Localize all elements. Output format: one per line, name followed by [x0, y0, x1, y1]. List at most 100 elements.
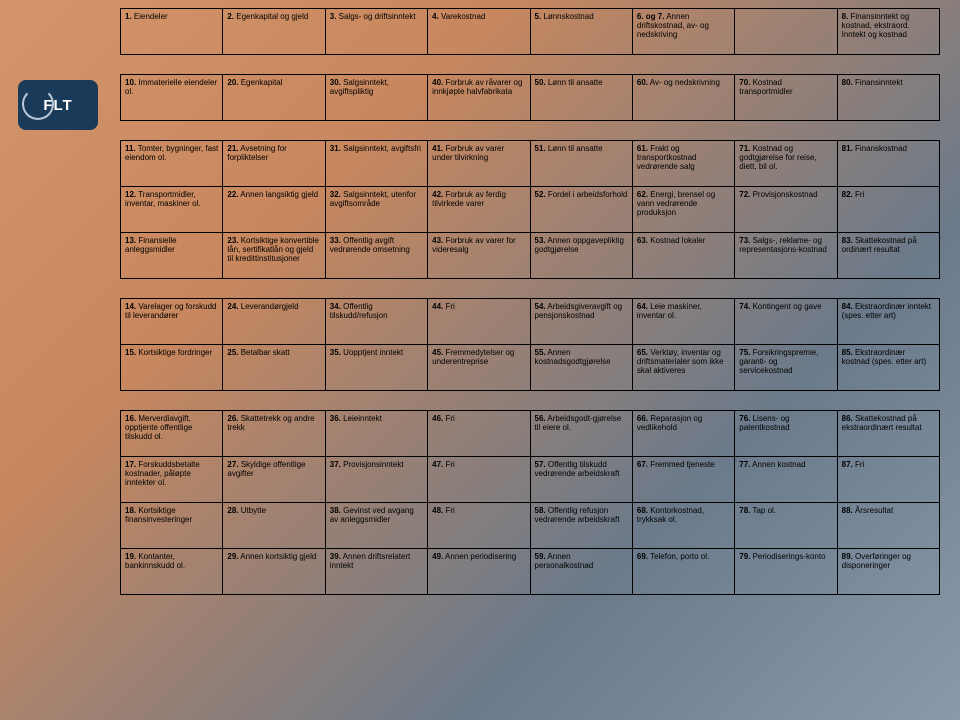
- table-cell: 30. Salgsinntekt, avgiftspliktig: [325, 75, 427, 121]
- table-cell: 27. Skyldige offentlige avgifter: [223, 457, 325, 503]
- table-cell: 77. Annen kostnad: [735, 457, 837, 503]
- table-cell: 68. Kontorkostnad, trykksak ol.: [632, 503, 734, 549]
- table-cell: 24. Leverandørgjeld: [223, 299, 325, 345]
- table-cell: 22. Annen langsiktig gjeld: [223, 187, 325, 233]
- table-cell: 6. og 7. Annen driftskostnad, av- og ned…: [632, 9, 734, 55]
- table-cell: 55. Annen kostnadsgodtgjørelse: [530, 345, 632, 391]
- table-cell: 1. Eiendeler: [121, 9, 223, 55]
- table-cell: 46. Fri: [428, 411, 530, 457]
- table-cell: 54. Arbeidsgiveravgift og pensjonskostna…: [530, 299, 632, 345]
- table-cell: 36. Leieinntekt: [325, 411, 427, 457]
- table-cell: 79. Periodiserings-konto: [735, 549, 837, 595]
- table-cell: 85. Ekstraordinær kostnad (spes. etter a…: [837, 345, 939, 391]
- table-cell: 73. Salgs-, reklame- og representasjons-…: [735, 233, 837, 279]
- table-cell: 76. Lisens- og patentkostnad: [735, 411, 837, 457]
- table-row: 13. Finansielle anleggsmidler23. Kortsik…: [121, 233, 940, 279]
- table-row: 17. Forskuddsbetalte kostnader, påløpte …: [121, 457, 940, 503]
- table-cell: 51. Lønn til ansatte: [530, 141, 632, 187]
- table-cell: 43. Forbruk av varer for videresalg: [428, 233, 530, 279]
- table-cell: 80. Finansinntekt: [837, 75, 939, 121]
- table-cell: 41. Forbruk av varer under tilvirkning: [428, 141, 530, 187]
- table-cell: 74. Kontingent og gave: [735, 299, 837, 345]
- table-cell: 70. Kostnad transportmidler: [735, 75, 837, 121]
- table-cell: 81. Finanskostnad: [837, 141, 939, 187]
- table-cell: 72. Provisjonskostnad: [735, 187, 837, 233]
- table-cell: 15. Kortsiktige fordringer: [121, 345, 223, 391]
- table-cell: 64. Leie maskiner, inventar ol.: [632, 299, 734, 345]
- table-row: 18. Kortsiktige finansinvesteringer28. U…: [121, 503, 940, 549]
- account-chart-table: 1. Eiendeler2. Egenkapital og gjeld3. Sa…: [120, 8, 940, 595]
- table-cell: 44. Fri: [428, 299, 530, 345]
- table-cell: 17. Forskuddsbetalte kostnader, påløpte …: [121, 457, 223, 503]
- table-cell: 14. Varelager og forskudd til leverandør…: [121, 299, 223, 345]
- table-cell: 49. Annen periodisering: [428, 549, 530, 595]
- table-cell: 48. Fri: [428, 503, 530, 549]
- table-row: 10. Immaterielle eiendeler ol.20. Egenka…: [121, 75, 940, 121]
- table-cell: 47. Fri: [428, 457, 530, 503]
- table-cell: 60. Av- og nedskrivning: [632, 75, 734, 121]
- table-cell: 53. Annen oppgavepliktig godtgjørelse: [530, 233, 632, 279]
- spacer-row: [121, 391, 940, 411]
- table-cell: 26. Skattetrekk og andre trekk: [223, 411, 325, 457]
- table-cell: 61. Frakt og transportkostnad vedrørende…: [632, 141, 734, 187]
- table-cell: 12. Transportmidler, inventar, maskiner …: [121, 187, 223, 233]
- table-cell: 40. Forbruk av råvarer og innkjøpte halv…: [428, 75, 530, 121]
- table-row: 15. Kortsiktige fordringer25. Betalbar s…: [121, 345, 940, 391]
- table-cell: [735, 9, 837, 55]
- table-cell: 63. Kostnad lokaler: [632, 233, 734, 279]
- table-cell: 75. Forsikringspremie, garanti- og servi…: [735, 345, 837, 391]
- spacer-row: [121, 121, 940, 141]
- table-cell: 10. Immaterielle eiendeler ol.: [121, 75, 223, 121]
- table-cell: 50. Lønn til ansatte: [530, 75, 632, 121]
- table-cell: 19. Kontanter, bankinnskudd ol.: [121, 549, 223, 595]
- table-row: 19. Kontanter, bankinnskudd ol.29. Annen…: [121, 549, 940, 595]
- spacer-row: [121, 55, 940, 75]
- table-cell: 45. Fremmedytelser og underentreprise: [428, 345, 530, 391]
- table-cell: 3. Salgs- og driftsinntekt: [325, 9, 427, 55]
- table-cell: 31. Salgsinntekt, avgiftsfri: [325, 141, 427, 187]
- table-cell: 18. Kortsiktige finansinvesteringer: [121, 503, 223, 549]
- table-cell: 33. Offentlig avgift vedrørende omsetnin…: [325, 233, 427, 279]
- table-cell: 38. Gevinst ved avgang av anleggsmidler: [325, 503, 427, 549]
- spacer-row: [121, 279, 940, 299]
- table-row: 12. Transportmidler, inventar, maskiner …: [121, 187, 940, 233]
- table-cell: 56. Arbeidsgodt-gjørelse til eiere ol.: [530, 411, 632, 457]
- table-cell: 69. Telefon, porto ol.: [632, 549, 734, 595]
- table-row: 16. Merverdiavgift, opptjente offentlige…: [121, 411, 940, 457]
- table-cell: 88. Årsresultat: [837, 503, 939, 549]
- table-cell: 62. Energi, brensel og vann vedrørende p…: [632, 187, 734, 233]
- table-cell: 4. Varekostnad: [428, 9, 530, 55]
- table-cell: 23. Kortsiktige konvertible lån, sertifi…: [223, 233, 325, 279]
- table-cell: 37. Provisjonsinntekt: [325, 457, 427, 503]
- table-row: 1. Eiendeler2. Egenkapital og gjeld3. Sa…: [121, 9, 940, 55]
- table-cell: 29. Annen kortsiktig gjeld: [223, 549, 325, 595]
- table-cell: 35. Uopptjent inntekt: [325, 345, 427, 391]
- table-cell: 84. Ekstraordinær inntekt (spes. etter a…: [837, 299, 939, 345]
- table-cell: 66. Reparasjon og vedlikehold: [632, 411, 734, 457]
- content-area: 1. Eiendeler2. Egenkapital og gjeld3. Sa…: [0, 0, 960, 720]
- table-cell: 59. Annen personalkostnad: [530, 549, 632, 595]
- table-cell: 58. Offentlig refusjon vedrørende arbeid…: [530, 503, 632, 549]
- table-row: 14. Varelager og forskudd til leverandør…: [121, 299, 940, 345]
- table-cell: 65. Verktøy, inventar og driftsmateriale…: [632, 345, 734, 391]
- table-cell: 52. Fordel i arbeidsforhold: [530, 187, 632, 233]
- table-cell: 28. Utbytte: [223, 503, 325, 549]
- table-cell: 71. Kostnad og godtgjørelse for reise, d…: [735, 141, 837, 187]
- table-cell: 25. Betalbar skatt: [223, 345, 325, 391]
- logo: FLT: [18, 80, 98, 130]
- table-row: 11. Tomter, bygninger, fast eiendom ol.2…: [121, 141, 940, 187]
- table-cell: 32. Salgsinntekt, utenfor avgiftsområde: [325, 187, 427, 233]
- table-cell: 11. Tomter, bygninger, fast eiendom ol.: [121, 141, 223, 187]
- logo-swirl-icon: [22, 88, 54, 120]
- table-cell: 16. Merverdiavgift, opptjente offentlige…: [121, 411, 223, 457]
- table-cell: 42. Forbruk av ferdig tilvirkede varer: [428, 187, 530, 233]
- table-cell: 89. Overføringer og disponeringer: [837, 549, 939, 595]
- table-cell: 87. Fri: [837, 457, 939, 503]
- table-cell: 8. Finansinntekt og kostnad, ekstraord. …: [837, 9, 939, 55]
- table-cell: 39. Annen driftsrelatert inntekt: [325, 549, 427, 595]
- table-cell: 21. Avsetning for forpliktelser: [223, 141, 325, 187]
- table-cell: 67. Fremmed tjeneste: [632, 457, 734, 503]
- table-cell: 5. Lønnskostnad: [530, 9, 632, 55]
- table-cell: 57. Offentlig tilskudd vedrørende arbeid…: [530, 457, 632, 503]
- table-cell: 78. Tap ol.: [735, 503, 837, 549]
